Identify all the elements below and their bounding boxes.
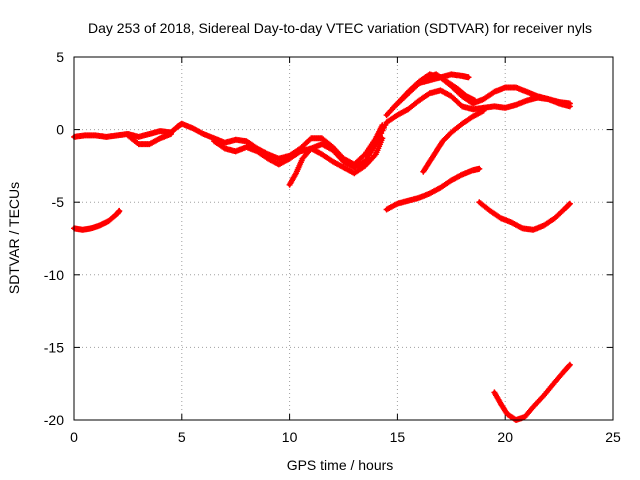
y-tick-label: 0 bbox=[56, 122, 64, 138]
series-track-lower-mid bbox=[383, 165, 483, 213]
data-point bbox=[116, 207, 123, 214]
x-tick-label: 0 bbox=[70, 429, 78, 445]
x-tick-label: 20 bbox=[497, 429, 513, 445]
data-point bbox=[472, 97, 478, 104]
x-tick-label: 10 bbox=[282, 429, 298, 445]
series-track-peak-c bbox=[416, 71, 472, 87]
plot-frame bbox=[73, 56, 614, 421]
y-axis-label: SDTVAR / TECUs bbox=[6, 182, 22, 294]
y-tick-label: -5 bbox=[52, 194, 65, 210]
data-point bbox=[168, 131, 174, 137]
x-tick-label: 25 bbox=[605, 429, 621, 445]
series-track-dip-1 bbox=[124, 131, 174, 148]
y-tick-label: -10 bbox=[44, 267, 64, 283]
series-track-early-negative bbox=[71, 207, 123, 233]
x-tick-label: 5 bbox=[178, 429, 186, 445]
data-point bbox=[566, 200, 573, 207]
data-point bbox=[465, 74, 472, 81]
y-tick-label: 5 bbox=[56, 49, 64, 65]
x-axis-label: GPS time / hours bbox=[287, 457, 394, 473]
y-tick-label: -20 bbox=[44, 412, 64, 428]
data-point bbox=[566, 361, 573, 368]
series-track-peak-b bbox=[390, 71, 478, 111]
chart-title: Day 253 of 2018, Sidereal Day-to-day VTE… bbox=[88, 20, 592, 36]
y-tick-label: -15 bbox=[44, 339, 64, 355]
x-tick-label: 15 bbox=[390, 429, 406, 445]
series-track-lower-right bbox=[476, 199, 573, 233]
data-point bbox=[566, 100, 573, 107]
series-track-rise bbox=[420, 107, 487, 175]
tick-labels: 0 5 10 15 20 25 5 0 -5 -10 -15 -20 bbox=[44, 49, 621, 445]
data-point bbox=[480, 107, 487, 114]
data-point bbox=[566, 362, 573, 369]
data-series bbox=[71, 71, 573, 423]
data-point bbox=[476, 165, 483, 172]
